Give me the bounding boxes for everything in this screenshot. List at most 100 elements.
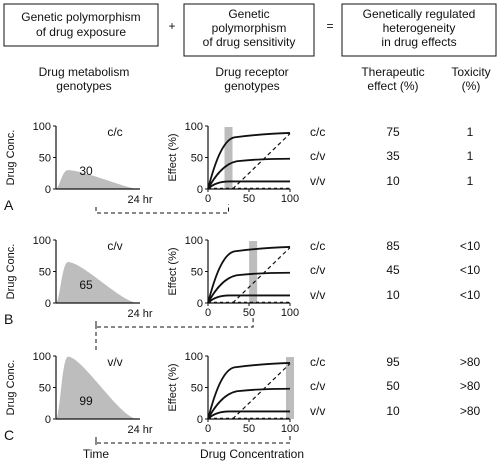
conc-y-axis-label: Drug Conc. [5, 130, 17, 186]
plus-sign: + [168, 19, 175, 33]
receptor-genotype: v/v [310, 174, 325, 188]
sensitivity-box-line-3: of drug sensitivity [203, 35, 296, 49]
panel-row-c: C 0 50 100 Drug Conc. 24 hr 99 v/v 0 50 100 0 50 100 E… [4, 351, 481, 444]
hr-label: 24 hr [127, 194, 152, 206]
conc-y-tick-label: 50 [39, 383, 51, 395]
toxicity-label-1: Toxicity [451, 65, 490, 79]
effect-curve-cv [207, 387, 291, 420]
effect-x-tick-label: 50 [243, 423, 255, 435]
panel-letter: B [4, 311, 13, 327]
hr-label: 24 hr [127, 308, 152, 320]
toxicity-value: <10 [460, 239, 481, 253]
therapeutic-value: 10 [386, 288, 400, 302]
toxicity-dashed-line [232, 247, 291, 304]
heterogeneity-box-line-1: Genetically regulated [363, 7, 476, 21]
effect-y-tick-label: 50 [191, 267, 203, 279]
metabolism-genotype: v/v [107, 355, 122, 369]
toxicity-dashed-line [232, 363, 291, 420]
effect-y-tick-label: 50 [191, 383, 203, 395]
effect-y-tick-label: 100 [185, 351, 203, 363]
effect-curve-vv [207, 294, 290, 304]
therapeutic-value: 10 [386, 404, 400, 418]
dashed-connector [95, 434, 291, 444]
effect-y-axis-label: Effect (%) [167, 363, 179, 411]
effect-x-tick-label: 100 [281, 193, 299, 205]
conc-y-tick-label: 0 [45, 298, 51, 310]
toxicity-value: >80 [460, 355, 481, 369]
panel-letter: C [4, 427, 14, 443]
therapeutic-value: 95 [386, 355, 400, 369]
auc-label: 30 [79, 164, 93, 178]
effect-x-tick-label: 50 [243, 307, 255, 319]
conc-y-tick-label: 100 [33, 351, 51, 363]
concentration-band [224, 127, 233, 189]
metabolism-genotype: c/c [107, 125, 122, 139]
sensitivity-box-line-1: Genetic [228, 7, 269, 21]
therapeutic-value: 45 [386, 263, 400, 277]
receptor-genotype: c/v [310, 263, 325, 277]
receptor-genotype: c/c [310, 125, 325, 139]
effect-y-tick-label: 0 [197, 414, 203, 426]
effect-curve-cv [207, 271, 291, 304]
dashed-connector [95, 318, 254, 328]
effect-curve-vv [207, 180, 290, 190]
drug-concentration-curve [56, 356, 136, 419]
effect-curve-vv [207, 410, 290, 420]
exposure-box [3, 3, 159, 47]
receptor-genotype: c/c [310, 355, 325, 369]
effect-curve-cc [207, 362, 291, 420]
sensitivity-box [183, 3, 315, 57]
toxicity-value: <10 [460, 288, 481, 302]
receptor-label-2: genotypes [224, 79, 279, 93]
effect-y-tick-label: 0 [197, 298, 203, 310]
heterogeneity-box [341, 3, 497, 57]
receptor-genotype: c/v [310, 379, 325, 393]
time-label: Time [83, 447, 110, 461]
conc-y-tick-label: 100 [33, 235, 51, 247]
therapeutic-label-1: Therapeutic [361, 65, 424, 79]
sensitivity-box-line-2: polymorphism [212, 21, 287, 35]
toxicity-value: 1 [467, 125, 474, 139]
auc-label: 65 [79, 278, 93, 292]
exposure-box-line-1: Genetic polymorphism [21, 10, 140, 24]
metabolism-label-1: Drug metabolism [39, 65, 130, 79]
toxicity-label-2: (%) [462, 79, 481, 93]
receptor-genotype: v/v [310, 404, 325, 418]
conc-y-tick-label: 100 [33, 121, 51, 133]
therapeutic-value: 50 [386, 379, 400, 393]
effect-x-tick-label: 100 [281, 307, 299, 319]
toxicity-value: >80 [460, 404, 481, 418]
column-labels: Drug metabolism genotypes Drug receptor … [39, 65, 491, 93]
effect-y-axis-label: Effect (%) [167, 247, 179, 295]
conc-y-tick-label: 0 [45, 184, 51, 196]
receptor-genotype: c/v [310, 149, 325, 163]
panel-row-b: B 0 50 100 Drug Conc. 24 hr 65 c/v 0 50 100 0 50 100 E… [4, 235, 481, 328]
effect-x-tick-label: 50 [243, 193, 255, 205]
toxicity-value: >80 [460, 379, 481, 393]
therapeutic-value: 75 [386, 125, 400, 139]
conc-y-tick-label: 50 [39, 153, 51, 165]
receptor-label-1: Drug receptor [215, 65, 288, 79]
effect-y-tick-label: 100 [185, 121, 203, 133]
auc-label: 99 [79, 394, 93, 408]
conc-y-axis-label: Drug Conc. [5, 360, 17, 416]
effect-curve-cv [207, 157, 291, 190]
drug-concentration-label: Drug Concentration [200, 447, 304, 461]
therapeutic-value: 35 [386, 149, 400, 163]
effect-curve-cc [207, 246, 291, 304]
therapeutic-label-2: effect (%) [367, 79, 418, 93]
metabolism-label-2: genotypes [56, 79, 111, 93]
effect-y-tick-label: 50 [191, 153, 203, 165]
metabolism-genotype: c/v [107, 239, 122, 253]
toxicity-dashed-line [232, 133, 291, 190]
effect-y-axis-label: Effect (%) [167, 133, 179, 181]
hr-label: 24 hr [127, 424, 152, 436]
conc-y-axis-label: Drug Conc. [5, 244, 17, 300]
concentration-band [249, 241, 258, 303]
drug-concentration-curve [56, 170, 136, 189]
equals-sign: = [326, 19, 333, 33]
toxicity-value: 1 [467, 149, 474, 163]
panel-letter: A [4, 197, 14, 213]
